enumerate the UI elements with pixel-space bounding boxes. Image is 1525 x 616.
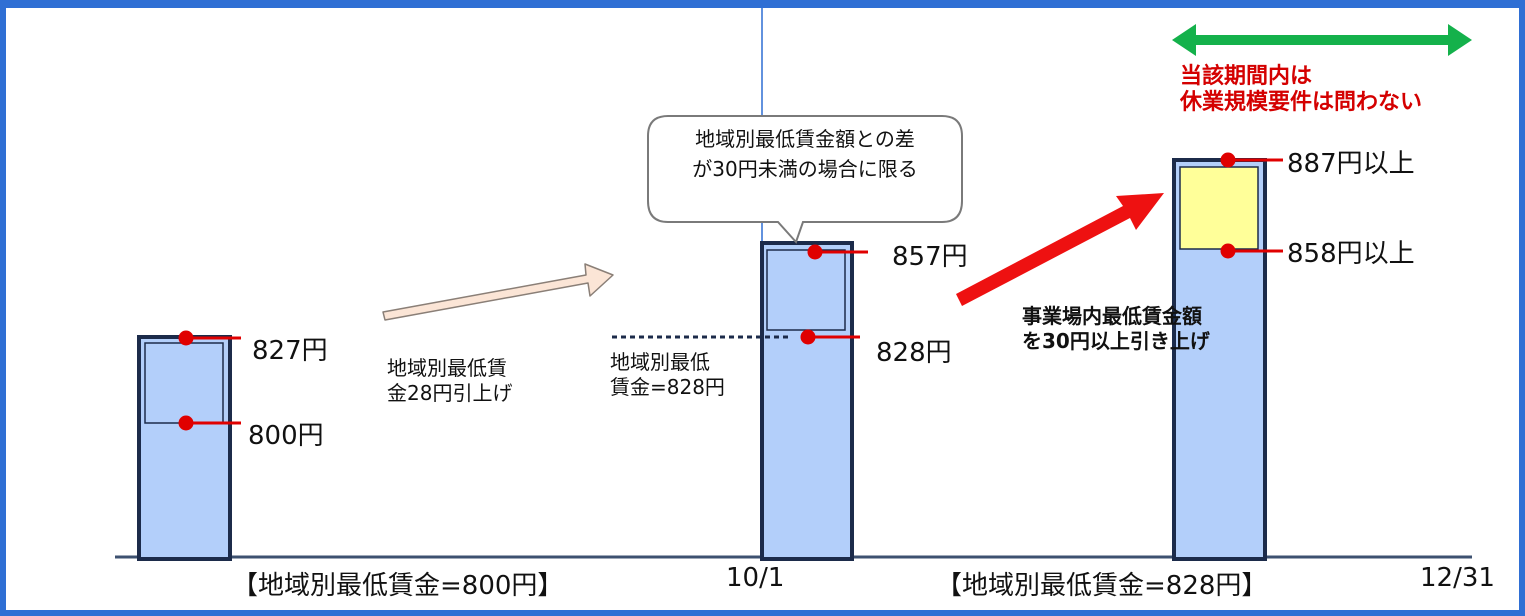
period-note: 当該期間内は 休業規模要件は問わない (1180, 64, 1422, 117)
bar3-top-value: 887円以上 (1287, 149, 1415, 179)
arrow2-note: 事業場内最低賃金額 を30円以上引き上げ (1022, 304, 1210, 354)
bar1-bottom-value: 800円 (248, 421, 324, 451)
bar2-bottom-value: 828円 (876, 338, 952, 368)
bar2-top-value: 857円 (892, 242, 968, 272)
callout-text: 地域別最低賃金額との差 が30円未満の場合に限る (652, 124, 958, 184)
period-arrow (1172, 24, 1472, 56)
increase-arrow-30 (956, 193, 1164, 306)
value-markers (178, 152, 1283, 431)
bar1-top-value: 827円 (252, 336, 328, 366)
arrow2-note-line1: 事業場内最低賃金額 (1022, 304, 1202, 328)
increase-arrow-28 (382, 263, 614, 321)
callout-line2: が30円未満の場合に限る (692, 157, 918, 181)
date-end: 12/31 (1420, 563, 1495, 593)
period-note-line2: 休業規模要件は問わない (1180, 90, 1423, 116)
bar3-bottom-value: 858円以上 (1287, 239, 1415, 269)
bar1-range-box (144, 342, 224, 424)
bar2-note: 地域別最低 賃金=828円 (610, 350, 725, 400)
callout-line1: 地域別最低賃金額との差 (695, 127, 915, 151)
bar2-range-box (766, 249, 846, 331)
arrow1-note: 地域別最低賃 金28円引上げ (387, 356, 512, 406)
arrow1-note-line2: 金28円引上げ (387, 381, 513, 405)
period-note-line1: 当該期間内は (1180, 64, 1313, 89)
bar2-note-line1: 地域別最低 (610, 350, 710, 374)
period2-label: 【地域別最低賃金=828円】 (936, 571, 1268, 601)
date-mid: 10/1 (726, 563, 785, 593)
period1-label: 【地域別最低賃金=800円】 (232, 571, 564, 601)
bar2-note-line2: 賃金=828円 (610, 375, 725, 399)
bar3-range-box (1179, 166, 1259, 250)
callout-bubble (647, 115, 963, 244)
arrow1-note-line1: 地域別最低賃 (387, 356, 507, 380)
arrow2-note-line2: を30円以上引き上げ (1022, 329, 1210, 353)
